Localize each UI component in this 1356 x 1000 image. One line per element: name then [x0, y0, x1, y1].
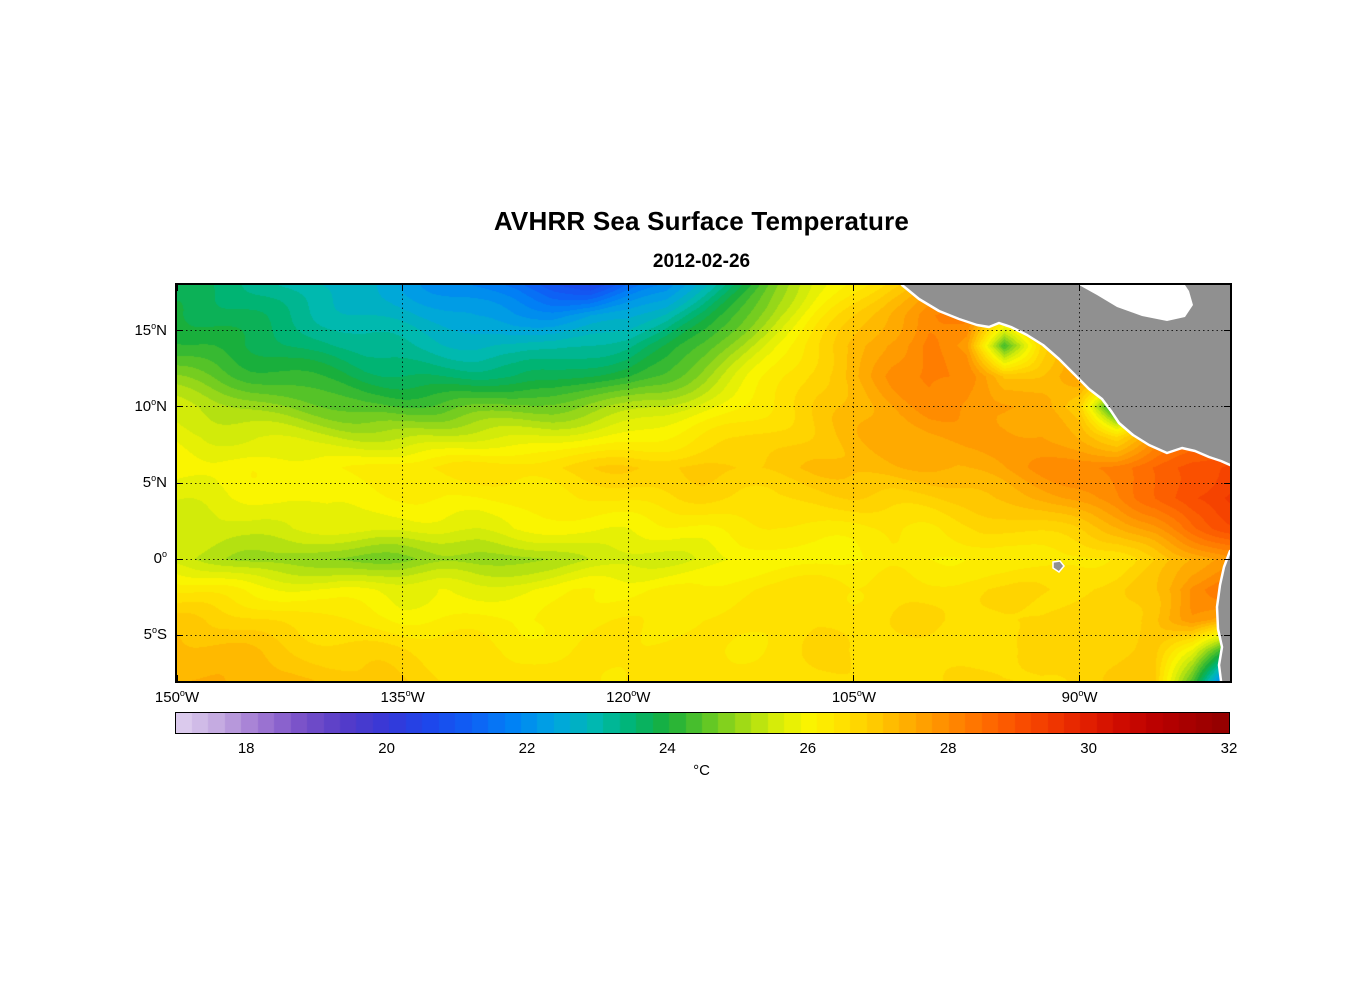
y-tick-label: 10oN [134, 396, 167, 415]
colorbar-tick-label: 18 [237, 740, 255, 757]
map-plot-area [175, 283, 1232, 683]
central-america-coastline [900, 285, 1230, 467]
x-tick-label: 105oW [831, 688, 877, 706]
colorbar-tick-label: 20 [378, 740, 395, 757]
y-tick-label: 15oN [134, 320, 167, 339]
chart-subtitle: 2012-02-26 [652, 251, 751, 272]
south-america-coastline [1215, 549, 1230, 681]
caribbean-nodata [1079, 285, 1193, 321]
colorbar-tick-label: 26 [799, 740, 817, 757]
y-tick-label: 0o [153, 549, 167, 568]
colorbar-tick-label: 24 [659, 740, 676, 757]
x-tick-label: 150oW [154, 688, 200, 706]
y-tick-label: 5oN [142, 473, 167, 491]
colorbar-tick-label: 22 [518, 740, 536, 757]
galapagos-island [1052, 560, 1065, 573]
colorbar-unit-label: °C [693, 762, 710, 779]
y-tick-label: 5oS [143, 625, 167, 644]
south-america-land [1217, 551, 1230, 681]
x-tick-label: 90oW [1061, 688, 1098, 706]
colorbar-tick-label: 32 [1220, 740, 1238, 757]
land-overlay [900, 285, 1230, 681]
colorbar-tick-label: 28 [939, 740, 957, 757]
chart-title: AVHRR Sea Surface Temperature [493, 206, 910, 236]
x-tick-label: 120oW [606, 688, 651, 706]
x-tick-label: 135oW [380, 688, 425, 706]
colorbar-canvas [176, 713, 1229, 733]
central-america-land [902, 285, 1230, 465]
colorbar [175, 712, 1230, 734]
colorbar-tick-label: 30 [1080, 740, 1097, 757]
